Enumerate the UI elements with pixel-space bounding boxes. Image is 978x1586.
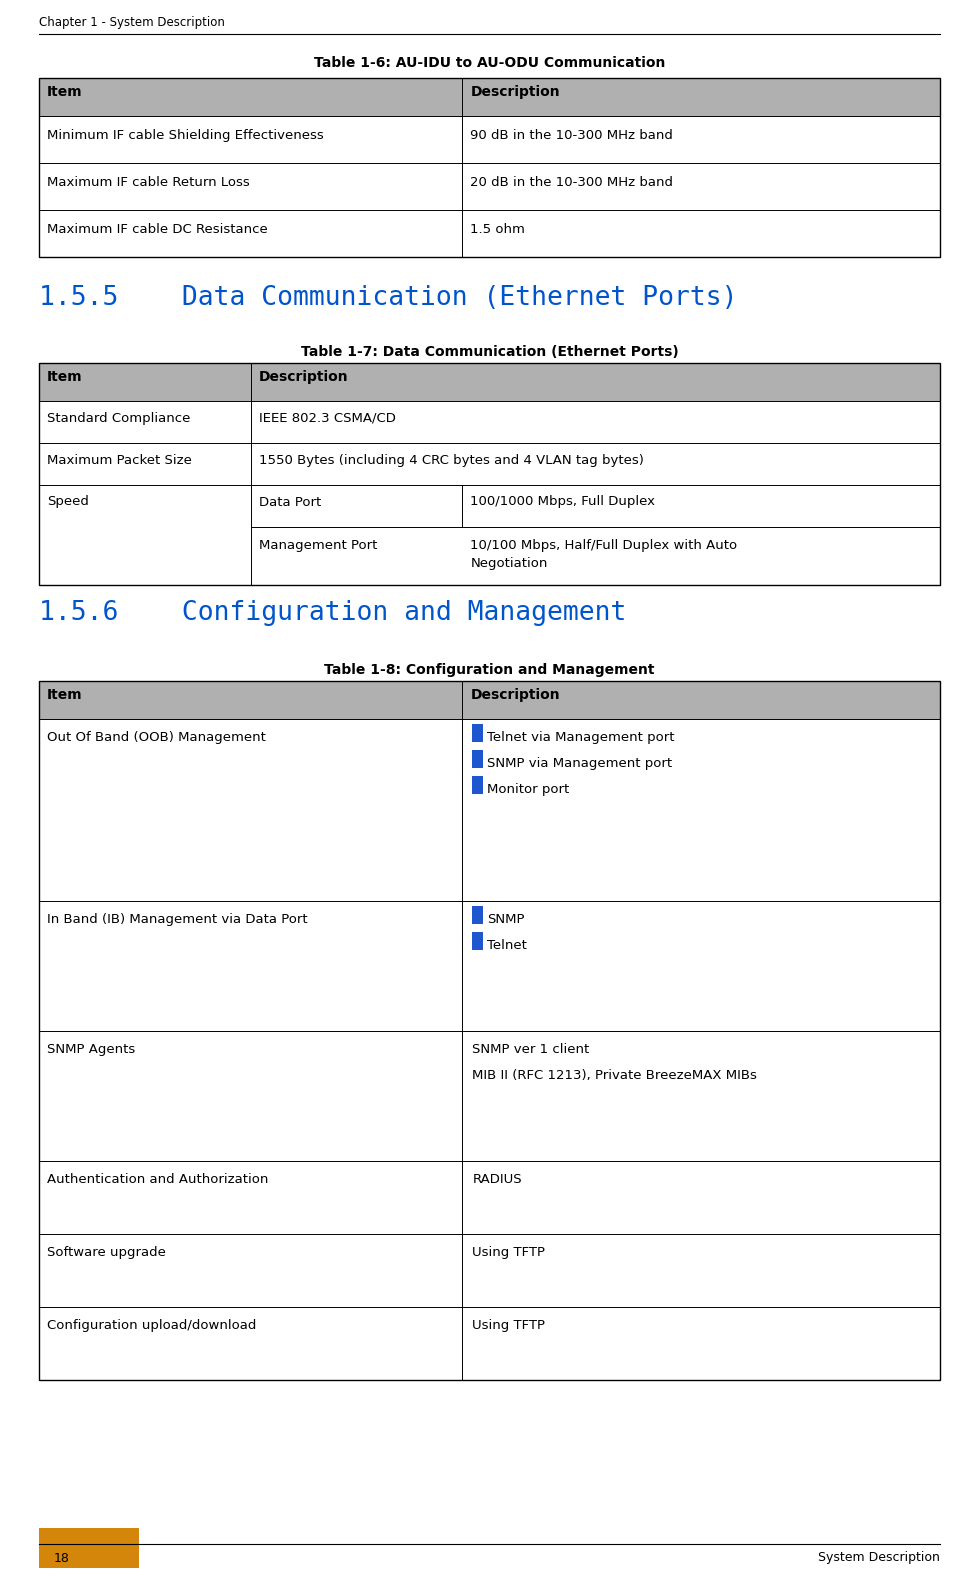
Bar [39,78,939,116]
Text: Speed: Speed [47,495,89,509]
Text: Authentication and Authorization: Authentication and Authorization [47,1174,268,1186]
Text: Configuration upload/download: Configuration upload/download [47,1320,256,1332]
Text: 20 dB in the 10-300 MHz band: 20 dB in the 10-300 MHz band [470,176,673,189]
Text: 1550 Bytes (including 4 CRC bytes and 4 VLAN tag bytes): 1550 Bytes (including 4 CRC bytes and 4 … [258,454,644,466]
Text: 18: 18 [54,1551,70,1564]
Text: Standard Compliance: Standard Compliance [47,411,191,425]
Text: Table 1-8: Configuration and Management: Table 1-8: Configuration and Management [324,663,654,677]
Text: Item: Item [47,688,83,703]
Text: Software upgrade: Software upgrade [47,1247,166,1259]
Bar [39,363,939,585]
Text: SNMP ver 1 client: SNMP ver 1 client [472,1044,589,1056]
Text: 10/100 Mbps, Half/Full Duplex with Auto: 10/100 Mbps, Half/Full Duplex with Auto [470,539,736,552]
Text: 100/1000 Mbps, Full Duplex: 100/1000 Mbps, Full Duplex [470,495,655,509]
Text: 90 dB in the 10-300 MHz band: 90 dB in the 10-300 MHz band [470,128,673,143]
Bar [472,725,483,742]
Bar [472,750,483,768]
Bar [39,363,939,401]
Text: In Band (IB) Management via Data Port: In Band (IB) Management via Data Port [47,914,307,926]
Text: Maximum IF cable Return Loss: Maximum IF cable Return Loss [47,176,249,189]
Text: Description: Description [470,86,559,98]
Text: SNMP: SNMP [487,914,524,926]
Text: RADIUS: RADIUS [472,1174,521,1186]
Text: Negotiation: Negotiation [470,557,548,569]
Text: 1.5.6    Configuration and Management: 1.5.6 Configuration and Management [39,600,626,626]
Text: Data Port: Data Port [258,495,321,509]
Text: Maximum IF cable DC Resistance: Maximum IF cable DC Resistance [47,224,268,236]
Bar [472,933,483,950]
Text: Monitor port: Monitor port [487,783,569,796]
Bar [39,680,939,718]
Text: Using TFTP: Using TFTP [472,1247,545,1259]
Text: Table 1-6: AU-IDU to AU-ODU Communication: Table 1-6: AU-IDU to AU-ODU Communicatio… [314,56,664,70]
Text: System Description: System Description [818,1551,939,1564]
Text: Minimum IF cable Shielding Effectiveness: Minimum IF cable Shielding Effectiveness [47,128,324,143]
Text: Item: Item [47,370,83,384]
Text: SNMP via Management port: SNMP via Management port [487,757,672,769]
Bar [472,776,483,795]
Text: Description: Description [470,688,559,703]
Text: Description: Description [258,370,348,384]
Text: SNMP Agents: SNMP Agents [47,1044,135,1056]
Text: Table 1-7: Data Communication (Ethernet Ports): Table 1-7: Data Communication (Ethernet … [300,346,678,358]
Bar [39,1527,139,1569]
Text: Maximum Packet Size: Maximum Packet Size [47,454,192,466]
Text: 1.5.5    Data Communication (Ethernet Ports): 1.5.5 Data Communication (Ethernet Ports… [39,285,736,311]
Bar [472,907,483,925]
Text: Telnet via Management port: Telnet via Management port [487,731,674,744]
Bar [39,78,939,257]
Text: Chapter 1 - System Description: Chapter 1 - System Description [39,16,225,29]
Text: MIB II (RFC 1213), Private BreezeMAX MIBs: MIB II (RFC 1213), Private BreezeMAX MIB… [472,1069,757,1082]
Text: IEEE 802.3 CSMA/CD: IEEE 802.3 CSMA/CD [258,411,395,425]
Bar [39,680,939,1380]
Text: Using TFTP: Using TFTP [472,1320,545,1332]
Text: Item: Item [47,86,83,98]
Text: 1.5 ohm: 1.5 ohm [470,224,525,236]
Text: Telnet: Telnet [487,939,527,952]
Text: Out Of Band (OOB) Management: Out Of Band (OOB) Management [47,731,266,744]
Text: Management Port: Management Port [258,539,377,552]
